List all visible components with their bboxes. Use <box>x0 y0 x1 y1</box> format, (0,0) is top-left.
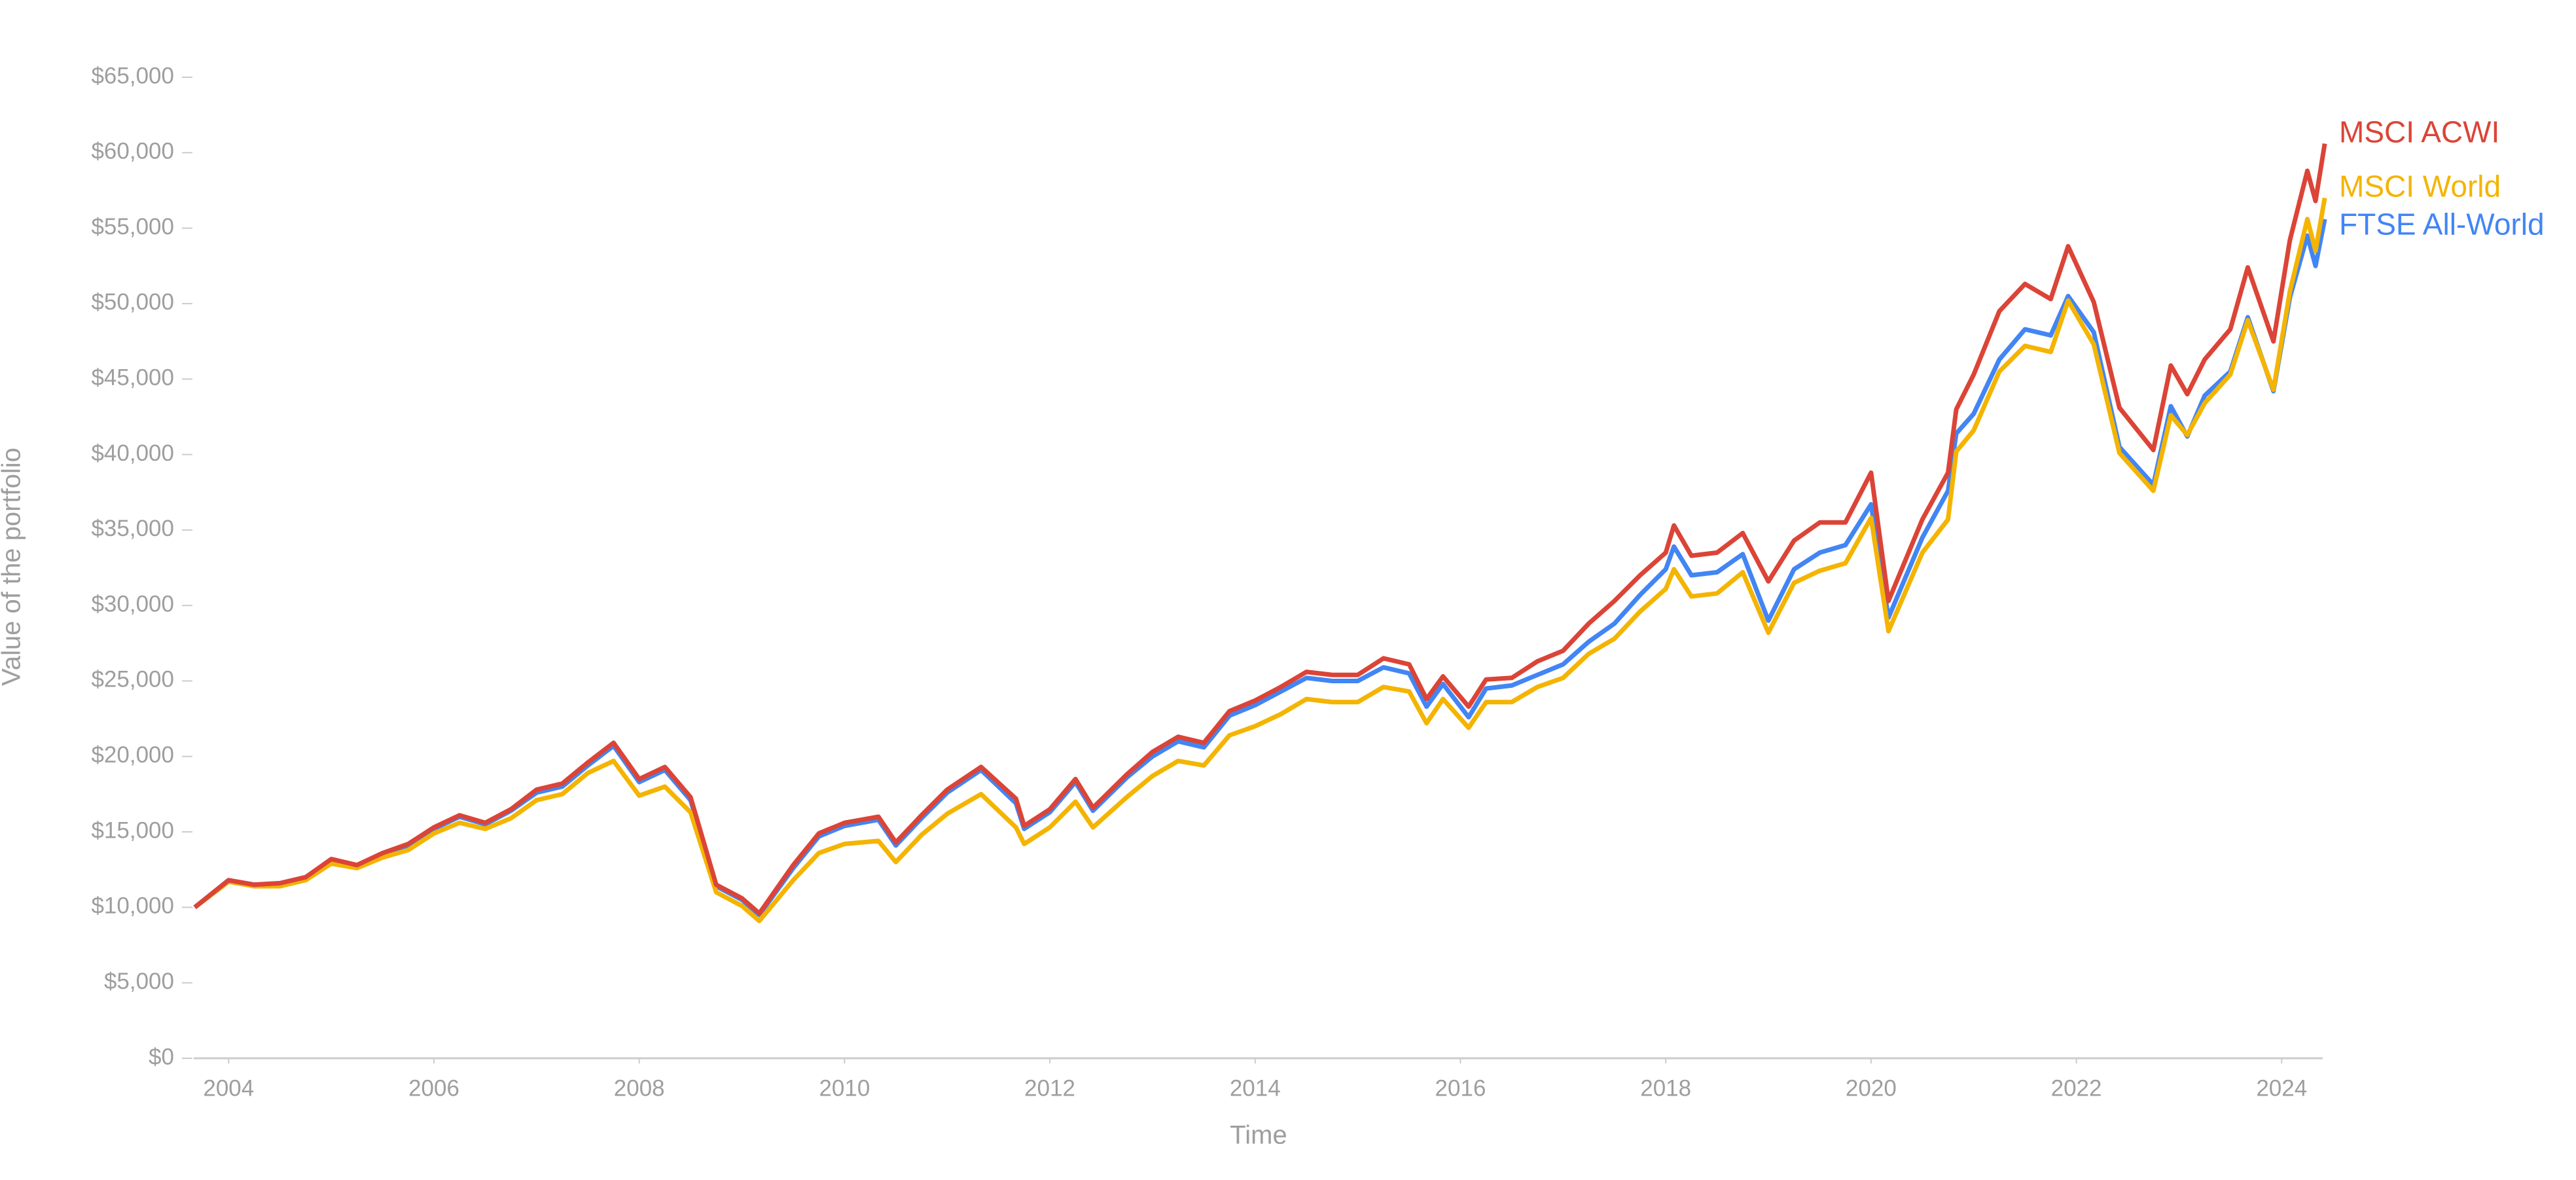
y-tick-label: $35,000 <box>91 516 174 541</box>
x-tick-label: 2004 <box>203 1075 254 1101</box>
y-tick-label: $60,000 <box>91 139 174 164</box>
y-tick-label: $5,000 <box>104 969 174 994</box>
x-tick-label: 2008 <box>614 1075 665 1101</box>
x-tick-label: 2014 <box>1230 1075 1281 1101</box>
y-tick-label: $15,000 <box>91 817 174 843</box>
y-tick-label: $50,000 <box>91 289 174 315</box>
x-tick-label: 2006 <box>408 1075 459 1101</box>
x-tick-label: 2010 <box>819 1075 870 1101</box>
y-tick-label: $10,000 <box>91 893 174 919</box>
x-tick-label: 2018 <box>1640 1075 1691 1101</box>
y-tick-label: $55,000 <box>91 214 174 240</box>
y-axis-title: Value of the portfolio <box>0 448 26 686</box>
y-tick-label: $45,000 <box>91 365 174 390</box>
x-tick-label: 2016 <box>1435 1075 1486 1101</box>
series-line <box>193 143 2327 916</box>
x-tick-label: 2022 <box>2051 1075 2102 1101</box>
x-axis-title: Time <box>1230 1121 1287 1150</box>
y-tick-label: $30,000 <box>91 591 174 617</box>
series-line <box>193 197 2327 923</box>
legend-label: MSCI World <box>2339 170 2501 204</box>
y-tick-label: $0 <box>149 1044 174 1069</box>
legend-label: MSCI ACWI <box>2339 115 2499 149</box>
legend-label: FTSE All-World <box>2339 207 2545 241</box>
y-tick-label: $65,000 <box>91 63 174 88</box>
series-line <box>193 219 2327 918</box>
x-tick-label: 2024 <box>2256 1075 2307 1101</box>
y-tick-label: $40,000 <box>91 440 174 466</box>
x-tick-label: 2020 <box>1846 1075 1897 1101</box>
y-tick-label: $25,000 <box>91 667 174 692</box>
y-tick-label: $20,000 <box>91 742 174 768</box>
x-tick-label: 2012 <box>1024 1075 1075 1101</box>
